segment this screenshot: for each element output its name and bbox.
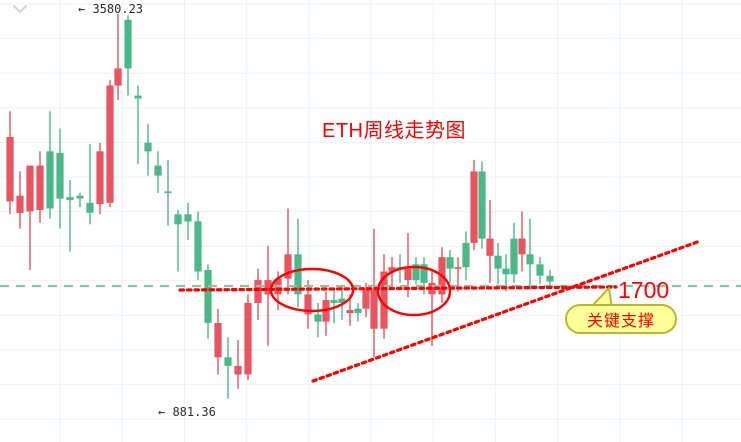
candle-body: [26, 165, 34, 212]
candle-body: [470, 171, 478, 243]
key-support-callout: 关键支撑: [565, 304, 677, 334]
support-dotted-line: [178, 285, 618, 292]
candle-body: [314, 314, 322, 322]
candle-body: [86, 202, 94, 213]
candle-body: [284, 254, 292, 279]
candle-body: [526, 254, 534, 265]
candle-body: [16, 195, 24, 213]
chevron-down-icon[interactable]: [12, 3, 28, 15]
candle-body: [338, 298, 346, 303]
candle-body: [502, 268, 510, 275]
candle-body: [454, 267, 462, 269]
candle-body: [420, 264, 428, 283]
candle-body: [354, 308, 362, 313]
candle-body: [254, 280, 262, 303]
candle-body: [114, 68, 122, 86]
candle-body: [462, 242, 470, 268]
candle-body: [536, 264, 544, 276]
candle-body: [184, 214, 192, 222]
candle-body: [144, 142, 152, 152]
ascending-trendline: [311, 239, 702, 383]
candle-body: [46, 151, 54, 209]
candle-body: [56, 152, 64, 199]
low-price-marker: ← 881.36: [158, 405, 216, 419]
candle-body: [546, 275, 554, 282]
candle-body: [154, 165, 162, 176]
candle-body: [330, 300, 338, 303]
candle-body: [412, 264, 420, 280]
candle-body: [370, 290, 378, 329]
candle-body: [76, 195, 84, 199]
candle-body: [134, 95, 142, 99]
support-retest-zone-2: [376, 265, 452, 317]
candle-body: [264, 280, 272, 295]
candle-body: [106, 85, 114, 203]
candle-body: [380, 271, 388, 329]
candle-body: [214, 323, 222, 358]
candle-body: [446, 257, 454, 269]
candle-body: [124, 19, 132, 69]
candle-body: [494, 255, 502, 269]
candle-body: [174, 214, 182, 225]
candle-body: [388, 267, 396, 272]
candle-body: [66, 197, 74, 200]
candle-body: [96, 151, 104, 205]
candle-body: [346, 310, 354, 313]
candle-body: [6, 137, 14, 202]
candle-body: [164, 191, 172, 193]
candle-body: [510, 238, 518, 275]
candle-body: [478, 171, 486, 239]
candle-body: [362, 290, 370, 309]
support-retest-zone-1: [269, 267, 355, 313]
candle-body: [518, 238, 526, 255]
candle-body: [224, 357, 232, 366]
candle-body: [486, 238, 494, 256]
candle-body: [234, 365, 242, 375]
candle-body: [36, 165, 44, 210]
candle-body: [404, 268, 412, 280]
candle-body: [294, 254, 302, 295]
candle-body: [194, 221, 202, 272]
candle-body: [304, 294, 312, 315]
candle-body: [204, 270, 212, 323]
candle-body: [244, 302, 252, 375]
high-price-marker: ← 3580.23: [78, 2, 144, 16]
